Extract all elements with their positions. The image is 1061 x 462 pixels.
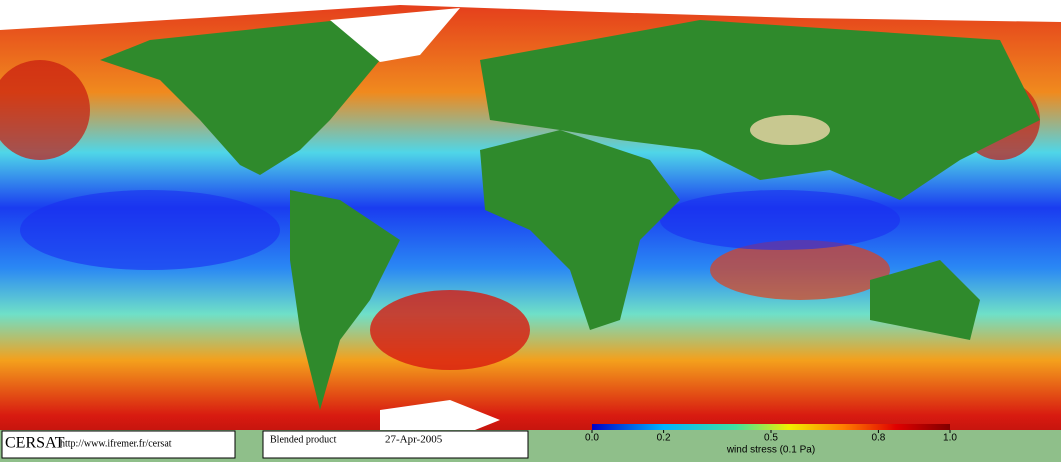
colorbar-tick-label: 1.0 (943, 433, 957, 444)
colorbar-tick-label: 0.5 (764, 433, 778, 444)
product-box (262, 430, 529, 459)
colorbar-label: wind stress (0.1 Pa) (726, 445, 815, 456)
colorbar-tick-label: 0.8 (871, 433, 885, 444)
colorbar-tick-label: 0.2 (657, 433, 671, 444)
url: http://www.ifremer.fr/cersat (60, 438, 172, 449)
land (100, 20, 1040, 410)
product: Blended product (270, 434, 337, 445)
colorbar-tick-label: 0.0 (585, 433, 599, 444)
colorbar (592, 424, 950, 430)
credit-box (1, 430, 236, 459)
logo: CERSAT (5, 435, 65, 452)
ice (0, 0, 1061, 432)
date: 27-Apr-2005 (385, 434, 443, 446)
